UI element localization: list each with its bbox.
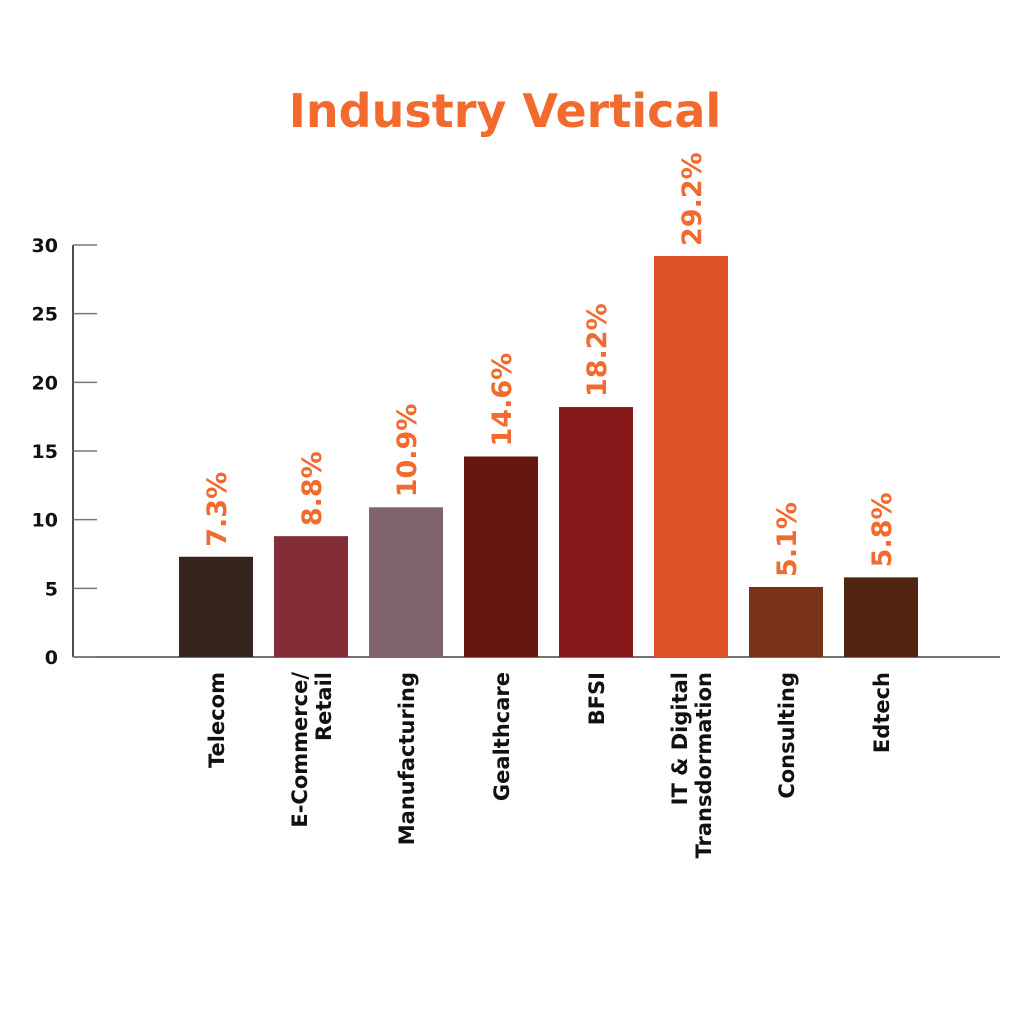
bar-e-commerce-retail [274,536,348,657]
y-tick-label: 0 [45,647,58,669]
x-category-label: Telecom [205,672,229,768]
x-category-label: Manufacturing [395,672,419,845]
bar-consulting [749,586,823,657]
bar-gealthcare [464,456,538,657]
bar-manufacturing [369,507,443,657]
x-category-label: IT & Digital [668,672,692,805]
x-category-label: Edtech [870,672,894,753]
data-label: 7.3% [202,472,233,547]
y-tick-label: 25 [32,304,58,326]
bar-it-digital-transdormation [654,255,728,657]
bar-edtech [844,577,918,657]
x-category-label: BFSI [585,672,609,725]
data-label: 10.9% [392,404,423,498]
chart-title: Industry Vertical [288,84,722,138]
bar-telecom [179,556,253,657]
y-tick-label: 10 [32,510,58,532]
data-label: 14.6% [487,353,518,447]
data-label: 5.1% [772,502,803,577]
x-category-label: Gealthcare [490,672,514,801]
data-label: 5.8% [867,492,898,567]
x-category-label: E-Commerce/ [288,672,312,828]
x-category-label: Transdormation [692,672,716,858]
data-label: 18.2% [582,303,613,397]
data-label: 29.2% [677,152,708,246]
bar-bfsi [559,407,633,657]
y-tick-label: 30 [32,235,58,257]
y-tick-label: 5 [45,578,58,600]
y-tick-label: 15 [32,441,58,463]
x-category-label: Consulting [775,672,799,799]
y-tick-label: 20 [32,372,58,394]
x-category-label: Retail [312,672,336,741]
data-label: 8.8% [297,451,328,526]
